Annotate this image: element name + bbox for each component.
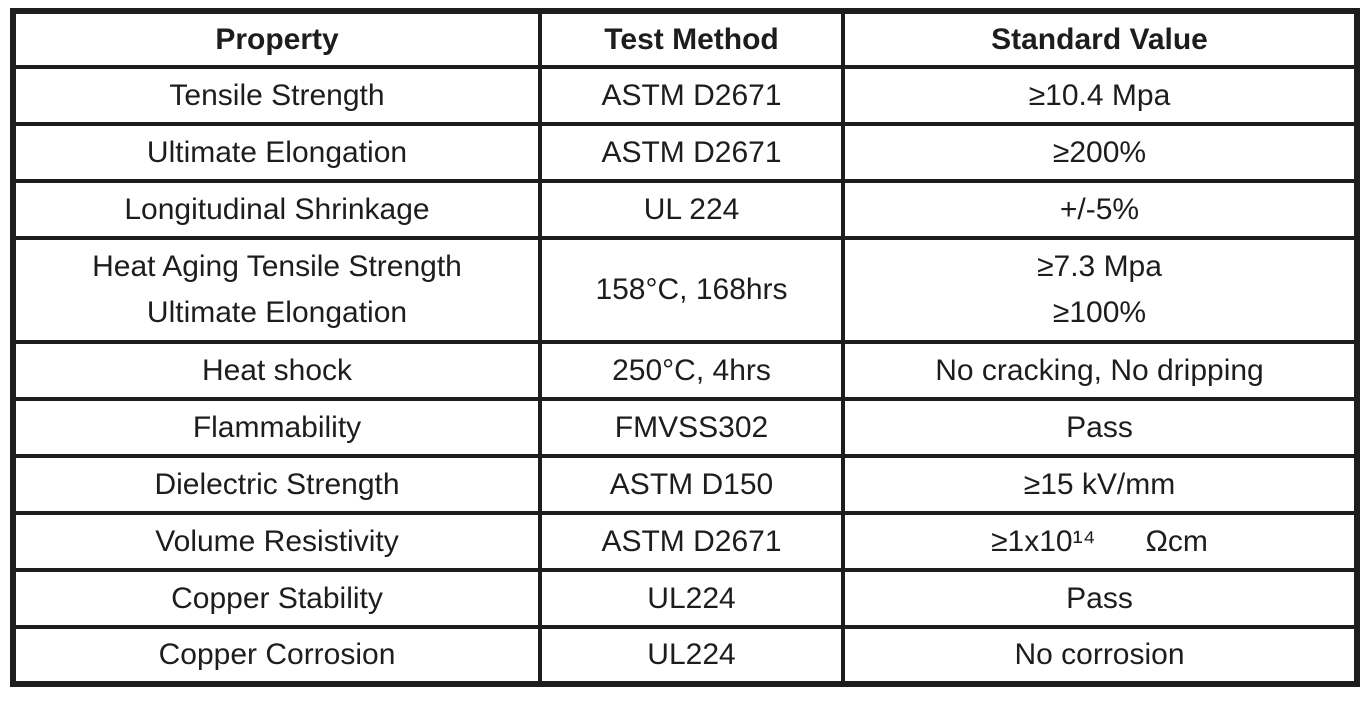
cell-line: ASTM D150 [609, 467, 774, 501]
test-method-cell: 250°C, 4hrs [538, 340, 845, 401]
material-spec-table: Property Test Method Standard Value Tens… [10, 8, 1360, 687]
cell-line: 250°C, 4hrs [612, 353, 771, 387]
table-row: Volume Resistivity ASTM D2671 ≥1x10¹⁴ Ωcm [11, 511, 1359, 572]
test-method-cell: UL224 [538, 625, 845, 686]
header-property: Property [11, 9, 542, 69]
table-row: Dielectric Strength ASTM D150 ≥15 kV/mm [11, 454, 1359, 515]
test-method-cell: FMVSS302 [538, 397, 845, 458]
cell-line: ASTM D2671 [601, 524, 782, 558]
cell-line: Volume Resistivity [155, 524, 399, 558]
table-row: Heat shock 250°C, 4hrs No cracking, No dri… [11, 340, 1359, 401]
cell-line: Heat Aging Tensile Strength [92, 250, 462, 283]
cell-line: Dielectric Strength [154, 467, 400, 501]
property-cell: Volume Resistivity [11, 511, 542, 572]
table-body: Tensile Strength ASTM D2671 ≥10.4 Mpa Ultim… [11, 65, 1359, 686]
table-row: Longitudinal Shrinkage UL 224 +/-5% [11, 179, 1359, 240]
cell-line: Pass [1066, 581, 1133, 615]
table-row: Ultimate Elongation ASTM D2671 ≥200% [11, 122, 1359, 183]
header-standard-value: Standard Value [841, 9, 1359, 69]
cell-line: Copper Corrosion [158, 638, 396, 671]
cell-line: +/-5% [1059, 192, 1140, 226]
table-row: Copper Stability UL224 Pass [11, 568, 1359, 629]
header-row: Property Test Method Standard Value [11, 9, 1359, 69]
test-method-cell: ASTM D150 [538, 454, 845, 515]
property-cell: Tensile Strength [11, 65, 542, 126]
cell-line: ASTM D2671 [601, 135, 782, 169]
table-row: Flammability FMVSS302 Pass [11, 397, 1359, 458]
table-row: Heat Aging Tensile Strength Ultimate Elon… [11, 236, 1359, 344]
cell-line: Heat shock [201, 353, 353, 387]
standard-value-cell: ≥15 kV/mm [841, 454, 1359, 515]
test-method-cell: ASTM D2671 [538, 511, 845, 572]
cell-line: Pass [1066, 410, 1133, 444]
standard-value-cell: +/-5% [841, 179, 1359, 240]
standard-value-cell: ≥10.4 Mpa [841, 65, 1359, 126]
cell-line: UL224 [647, 638, 736, 671]
header-test-method: Test Method [538, 9, 845, 69]
cell-line: ≥200% [1052, 135, 1147, 169]
cell-line: Ultimate Elongation [146, 296, 408, 329]
property-cell: Heat shock [11, 340, 542, 401]
test-method-cell: UL 224 [538, 179, 845, 240]
table-row: Tensile Strength ASTM D2671 ≥10.4 Mpa [11, 65, 1359, 126]
cell-line: UL 224 [643, 192, 740, 226]
standard-value-cell: ≥200% [841, 122, 1359, 183]
standard-value-cell: No corrosion [841, 625, 1359, 686]
property-cell: Flammability [11, 397, 542, 458]
test-method-cell: ASTM D2671 [538, 122, 845, 183]
standard-value-cell: ≥7.3 Mpa ≥100% [841, 236, 1359, 344]
cell-line: Flammability [192, 410, 362, 444]
property-cell: Heat Aging Tensile Strength Ultimate Elon… [11, 236, 542, 344]
test-method-cell: UL224 [538, 568, 845, 629]
property-cell: Longitudinal Shrinkage [11, 179, 542, 240]
cell-line: ≥100% [1052, 296, 1147, 329]
cell-line: ≥1x10¹⁴ Ωcm [991, 524, 1208, 558]
cell-line: Longitudinal Shrinkage [124, 192, 430, 226]
property-cell: Dielectric Strength [11, 454, 542, 515]
cell-line: ASTM D2671 [601, 78, 782, 112]
cell-line: UL224 [647, 581, 736, 615]
cell-line: Copper Stability [171, 581, 383, 615]
standard-value-cell: Pass [841, 568, 1359, 629]
cell-line: ≥10.4 Mpa [1028, 78, 1171, 112]
cell-line: FMVSS302 [614, 410, 769, 444]
cell-line: Tensile Strength [169, 78, 385, 112]
test-method-cell: ASTM D2671 [538, 65, 845, 126]
table-row: Copper Corrosion UL224 No corrosion [11, 625, 1359, 686]
cell-line: ≥15 kV/mm [1023, 467, 1176, 501]
property-cell: Copper Corrosion [11, 625, 542, 686]
test-method-cell: 158°C, 168hrs [538, 236, 845, 344]
property-cell: Copper Stability [11, 568, 542, 629]
standard-value-cell: No cracking, No dripping [841, 340, 1359, 401]
standard-value-cell: Pass [841, 397, 1359, 458]
cell-line: No cracking, No dripping [935, 353, 1264, 387]
cell-line: No corrosion [1014, 638, 1185, 671]
standard-value-cell: ≥1x10¹⁴ Ωcm [841, 511, 1359, 572]
property-cell: Ultimate Elongation [11, 122, 542, 183]
cell-line: ≥7.3 Mpa [1037, 250, 1162, 283]
cell-line: Ultimate Elongation [146, 135, 408, 169]
cell-line: 158°C, 168hrs [595, 273, 788, 306]
